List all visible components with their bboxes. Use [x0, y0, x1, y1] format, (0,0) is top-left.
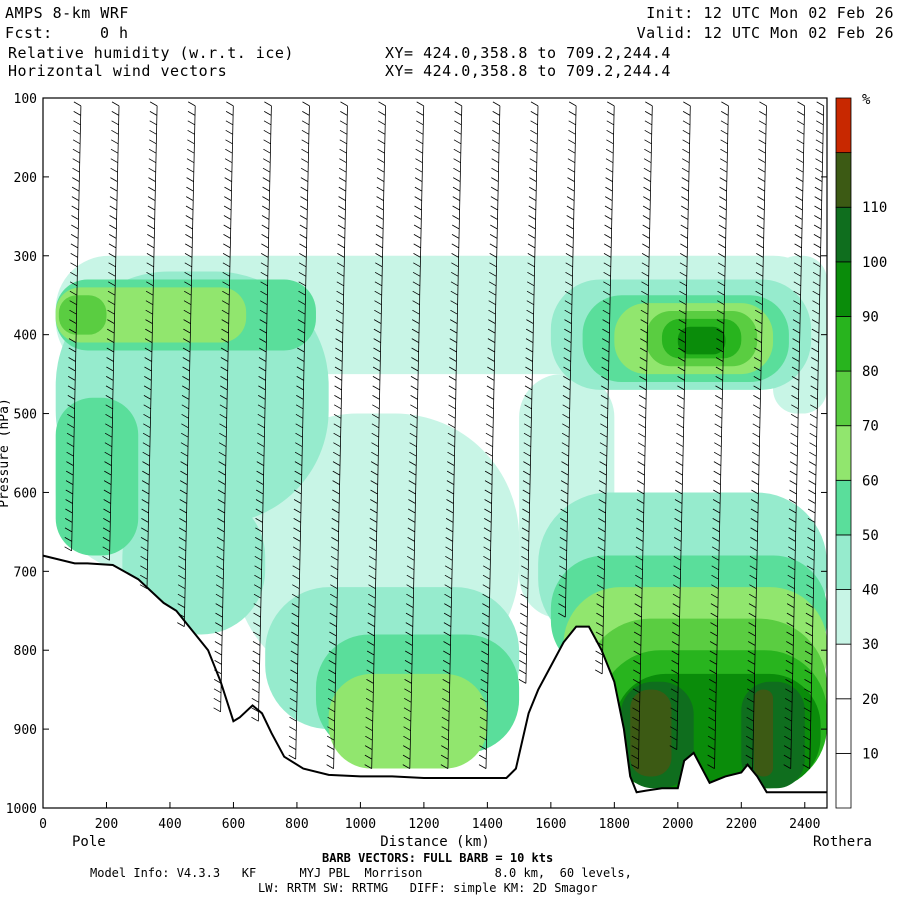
x-tick-label: 1400: [472, 817, 503, 832]
model-info-2: LW: RRTM SW: RRTMG DIFF: simple KM: 2D S…: [258, 881, 598, 895]
wind-barb-column: [783, 101, 805, 769]
forecast-label: Fcst:: [5, 24, 53, 42]
rh-contour-40: [122, 492, 266, 635]
colorbar-box: [835, 752, 852, 809]
x-tick-label: 600: [222, 817, 245, 832]
colorbar-box: [835, 589, 852, 645]
y-tick-label: 600: [14, 486, 37, 501]
wind-barb-column: [326, 101, 348, 769]
x-endpoint-right: Rothera: [813, 834, 872, 850]
barb-note: BARB VECTORS: FULL BARB = 10 kts: [322, 851, 554, 865]
y-tick-label: 900: [14, 723, 37, 738]
colorbar-label: 60: [862, 473, 879, 489]
xy-range-1: XY= 424.0,358.8 to 709.2,244.4: [385, 44, 671, 62]
rh-contour-110: [753, 689, 774, 777]
wind-barb-column: [478, 101, 501, 769]
colorbar-label: 20: [862, 692, 879, 708]
init-time: Init: 12 UTC Mon 02 Feb 26: [646, 4, 894, 22]
x-axis-label: Distance (km): [380, 834, 490, 850]
y-tick-label: 400: [14, 329, 37, 344]
wind-barb-column: [177, 101, 196, 627]
colorbar-box: [835, 370, 852, 427]
rh-contour-90: [677, 326, 726, 355]
rh-contour-70: [58, 295, 107, 335]
rh-contour-60: [55, 287, 247, 343]
forecast-value: 0 h: [100, 24, 129, 42]
terrain-line: [42, 554, 827, 794]
wind-barb-column: [518, 101, 539, 684]
x-tick-label: 0: [39, 817, 47, 832]
y-tick-label: 100: [14, 92, 37, 107]
y-tick-label: 200: [14, 171, 37, 186]
field2-label: Horizontal wind vectors: [8, 62, 228, 80]
colorbar-label: 10: [862, 746, 879, 762]
colorbar-box: [835, 261, 852, 317]
colorbar-unit: %: [862, 92, 871, 108]
model-title: AMPS 8-km WRF: [5, 4, 129, 22]
colorbar-label: 70: [862, 419, 879, 435]
wind-barb-column: [745, 101, 767, 769]
wind-barb-column: [213, 101, 234, 713]
wind-barb-column: [102, 101, 120, 561]
colorbar-box: [835, 643, 852, 700]
y-tick-label: 800: [14, 644, 37, 659]
wind-barb-column: [595, 101, 615, 675]
x-tick-label: 2400: [789, 817, 820, 832]
y-tick-label: 700: [14, 565, 37, 580]
x-tick-label: 1000: [345, 817, 376, 832]
wind-barb-column: [64, 101, 82, 552]
colorbar-label: 40: [862, 583, 879, 599]
x-tick-label: 400: [158, 817, 181, 832]
colorbar-label: 30: [862, 637, 879, 653]
colorbar-label: 80: [862, 364, 879, 380]
rh-fill-layer: [55, 255, 827, 789]
wind-barb-column: [669, 101, 691, 750]
wind-barb-column: [402, 101, 425, 769]
colorbar-box: [835, 206, 852, 263]
colorbar-label: 100: [862, 255, 887, 271]
colorbar-box: [835, 97, 852, 154]
colorbar-box: [835, 534, 852, 590]
colorbar-box: [835, 479, 852, 536]
plot-frame: [42, 97, 828, 809]
wind-barb-column: [251, 101, 272, 722]
y-tick-label: 1000: [6, 802, 37, 817]
colorbar-box: [835, 425, 852, 481]
y-axis-label: Pressure (hPa): [0, 398, 12, 508]
colorbar-label: 90: [862, 309, 879, 325]
colorbar-box: [835, 316, 852, 372]
colorbar-label: 50: [862, 528, 879, 544]
x-tick-label: 800: [285, 817, 308, 832]
wind-barb-column: [558, 101, 577, 618]
field1-label: Relative humidity (w.r.t. ice): [8, 44, 294, 62]
x-tick-label: 2200: [726, 817, 757, 832]
model-info: Model Info: V4.3.3 KF MYJ PBL Morrison 8…: [90, 866, 632, 880]
wind-barb-column: [707, 101, 729, 769]
rh-contour-110: [630, 689, 672, 777]
y-tick-label: 500: [14, 408, 37, 423]
valid-time: Valid: 12 UTC Mon 02 Feb 26: [636, 24, 894, 42]
colorbar-box: [835, 152, 852, 208]
x-tick-label: 2000: [662, 817, 693, 832]
x-endpoint-left: Pole: [72, 834, 106, 850]
wind-barb-column: [440, 101, 463, 769]
x-tick-label: 1600: [535, 817, 566, 832]
wind-barb-column: [364, 101, 386, 769]
colorbar-box: [835, 698, 852, 754]
x-tick-label: 1200: [408, 817, 439, 832]
xy-range-2: XY= 424.0,358.8 to 709.2,244.4: [385, 62, 671, 80]
wind-barb-column: [631, 101, 653, 769]
colorbar-label: 110: [862, 200, 887, 216]
rh-contour-50: [55, 397, 139, 556]
wind-barb-column: [288, 101, 310, 760]
wind-barb-column: [139, 101, 158, 590]
y-tick-label: 300: [14, 250, 37, 265]
x-tick-label: 200: [95, 817, 118, 832]
rh-contour-60: [328, 673, 488, 769]
x-tick-label: 1800: [599, 817, 630, 832]
